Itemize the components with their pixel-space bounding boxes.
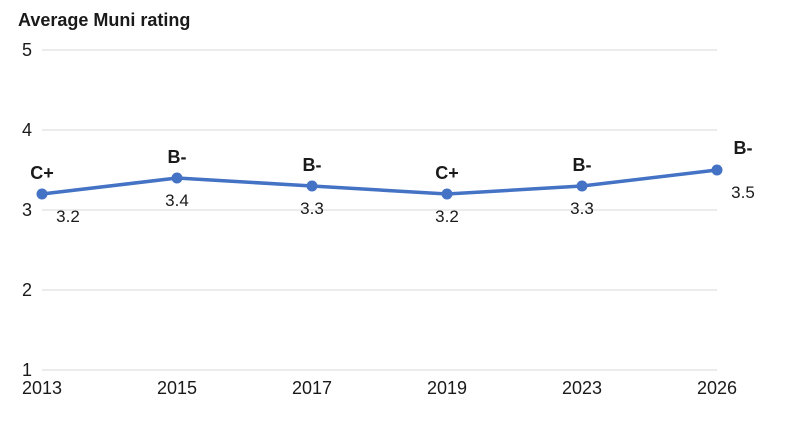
x-axis-ticks: 2013 2015 2017 2019 2023 2026 — [22, 378, 737, 398]
x-tick-label: 2026 — [697, 378, 737, 398]
grade-label: B- — [303, 155, 322, 175]
x-tick-label: 2015 — [157, 378, 197, 398]
x-tick-label: 2013 — [22, 378, 62, 398]
data-point — [171, 172, 183, 184]
series-line — [41, 168, 718, 196]
data-point — [306, 180, 318, 192]
data-labels: C+ 3.2 B- 3.4 B- 3.3 C+ 3.2 B- 3.3 B- 3.5 — [30, 138, 755, 226]
y-tick-label: 2 — [22, 280, 32, 300]
x-tick-label: 2019 — [427, 378, 467, 398]
grade-label: B- — [573, 155, 592, 175]
data-point — [711, 164, 723, 176]
y-tick-label: 4 — [22, 120, 32, 140]
grade-label: B- — [168, 147, 187, 167]
data-point — [576, 180, 588, 192]
y-tick-label: 5 — [22, 40, 32, 60]
grade-label: B- — [734, 138, 753, 158]
x-tick-label: 2017 — [292, 378, 332, 398]
series-line-group — [36, 164, 723, 200]
value-label: 3.4 — [165, 191, 189, 210]
value-label: 3.2 — [435, 207, 459, 226]
value-label: 3.3 — [300, 199, 324, 218]
gridlines — [42, 49, 717, 371]
value-label: 3.5 — [731, 183, 755, 202]
y-axis-ticks: 1 2 3 4 5 — [22, 40, 32, 380]
chart-title: Average Muni rating — [18, 10, 190, 30]
y-tick-label: 1 — [22, 360, 32, 380]
y-tick-label: 3 — [22, 200, 32, 220]
value-label: 3.3 — [570, 199, 594, 218]
grade-label: C+ — [30, 163, 54, 183]
x-tick-label: 2023 — [562, 378, 602, 398]
grade-label: C+ — [435, 163, 459, 183]
data-point — [441, 188, 453, 200]
value-label: 3.2 — [56, 207, 80, 226]
data-point — [36, 188, 48, 200]
